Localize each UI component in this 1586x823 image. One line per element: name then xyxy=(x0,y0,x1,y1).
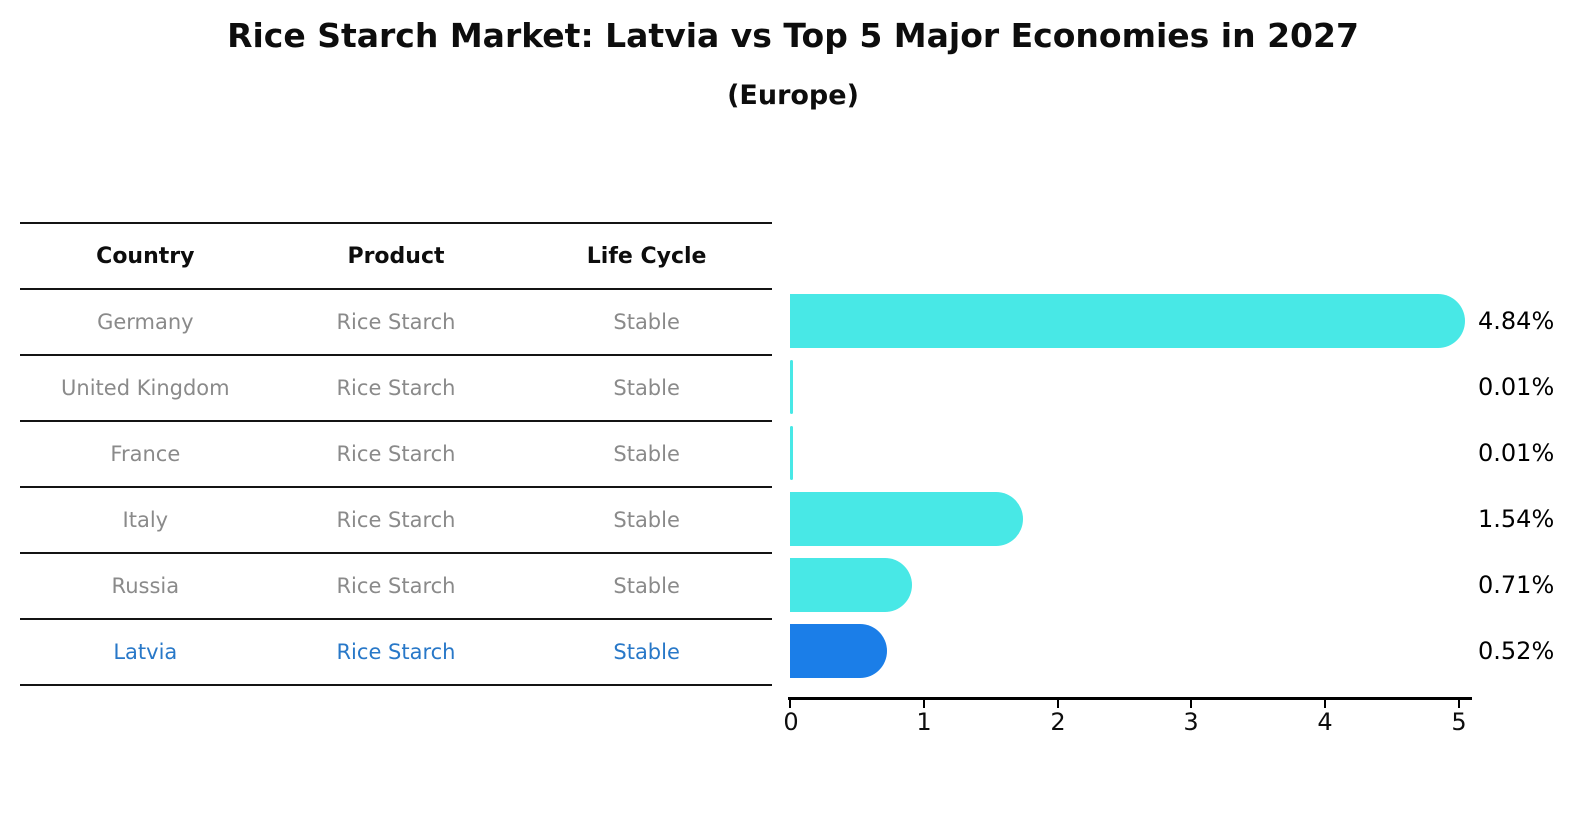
table-row: United Kingdom Rice Starch Stable xyxy=(20,356,772,422)
x-axis-tick xyxy=(1324,700,1326,708)
bar-plot-area: 4.84% 0.01% 0.01% 1.54% 0.71% 0.52% xyxy=(790,288,1586,684)
table-row: Germany Rice Starch Stable xyxy=(20,290,772,356)
life-cycle-cell: Stable xyxy=(613,442,680,466)
bar-value-label: 4.84% xyxy=(1478,307,1555,335)
bar-france xyxy=(790,426,793,480)
country-cell: Germany xyxy=(97,310,194,334)
country-cell: Latvia xyxy=(113,640,178,664)
bar-value-label: 0.01% xyxy=(1478,439,1555,467)
x-axis-tick xyxy=(923,700,925,708)
bar-united-kingdom xyxy=(790,360,793,414)
country-cell: France xyxy=(110,442,181,466)
x-axis-tick-label: 2 xyxy=(1050,708,1066,736)
bar-value-label: 0.71% xyxy=(1478,571,1555,599)
product-cell: Rice Starch xyxy=(336,376,456,400)
bar-value-label: 1.54% xyxy=(1478,505,1555,533)
product-cell: Rice Starch xyxy=(336,310,456,334)
bar-value-label: 0.01% xyxy=(1478,373,1555,401)
x-axis-tick xyxy=(1190,700,1192,708)
country-cell: United Kingdom xyxy=(61,376,230,400)
table-row-highlighted: Latvia Rice Starch Stable xyxy=(20,620,772,686)
x-axis-tick-label: 1 xyxy=(916,708,932,736)
product-cell: Rice Starch xyxy=(336,442,456,466)
country-table: Country Product Life Cycle Germany Rice … xyxy=(20,222,772,686)
product-cell: Rice Starch xyxy=(336,574,456,598)
x-axis-tick-label: 0 xyxy=(783,708,799,736)
chart-title: Rice Starch Market: Latvia vs Top 5 Majo… xyxy=(227,16,1359,55)
table-row: Italy Rice Starch Stable xyxy=(20,488,772,554)
product-cell: Rice Starch xyxy=(336,508,456,532)
bar-row: 0.71% xyxy=(790,552,1586,618)
life-cycle-cell: Stable xyxy=(613,508,680,532)
life-cycle-cell: Stable xyxy=(613,574,680,598)
column-header-product: Product xyxy=(347,243,445,269)
table-row: France Rice Starch Stable xyxy=(20,422,772,488)
bar-italy xyxy=(790,492,1024,546)
life-cycle-cell: Stable xyxy=(613,310,680,334)
bar-row: 0.52% xyxy=(790,618,1586,684)
column-header-life-cycle: Life Cycle xyxy=(586,243,707,269)
table-header-row: Country Product Life Cycle xyxy=(20,224,772,290)
x-axis-tick-label: 3 xyxy=(1183,708,1199,736)
bar-russia xyxy=(790,558,912,612)
x-axis-tick-label: 5 xyxy=(1451,708,1467,736)
x-axis-tick xyxy=(1458,700,1460,708)
bar-row: 0.01% xyxy=(790,354,1586,420)
x-axis-tick xyxy=(789,700,791,708)
bar-row: 1.54% xyxy=(790,486,1586,552)
column-header-country: Country xyxy=(96,243,195,269)
x-axis-tick xyxy=(1057,700,1059,708)
x-axis-tick-label: 4 xyxy=(1317,708,1333,736)
x-axis-line xyxy=(788,697,1472,700)
country-cell: Russia xyxy=(111,574,180,598)
chart-subtitle: (Europe) xyxy=(727,80,859,111)
bar-row: 0.01% xyxy=(790,420,1586,486)
bar-row: 4.84% xyxy=(790,288,1586,354)
life-cycle-cell: Stable xyxy=(613,376,680,400)
bar-value-label: 0.52% xyxy=(1478,637,1555,665)
bar-latvia-highlighted xyxy=(790,624,887,678)
bar-germany xyxy=(790,294,1465,348)
life-cycle-cell: Stable xyxy=(613,640,680,664)
country-cell: Italy xyxy=(122,508,169,532)
table-row: Russia Rice Starch Stable xyxy=(20,554,772,620)
product-cell: Rice Starch xyxy=(336,640,456,664)
